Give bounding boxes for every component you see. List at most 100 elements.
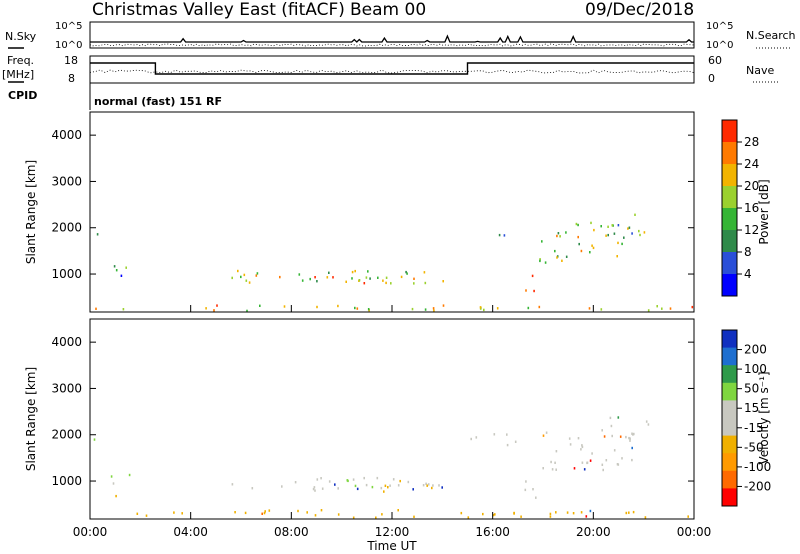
data-cell	[460, 511, 463, 515]
data-cell	[248, 281, 251, 284]
data-cell	[633, 432, 635, 436]
data-cell	[351, 270, 354, 274]
data-cell	[607, 225, 609, 228]
data-cell	[337, 513, 340, 516]
colorbar-cell	[722, 382, 737, 401]
data-cell	[263, 511, 266, 515]
data-cell	[431, 486, 433, 490]
freq-trace	[90, 62, 694, 75]
data-cell	[375, 516, 377, 519]
data-cell	[605, 234, 607, 237]
data-cell	[320, 477, 322, 480]
data-cell	[442, 304, 445, 307]
data-cell	[377, 276, 379, 279]
data-cell	[413, 515, 415, 518]
data-cell	[647, 309, 650, 312]
data-cell	[586, 461, 589, 464]
data-cell	[328, 480, 331, 483]
data-cell	[297, 509, 299, 513]
data-cell	[531, 274, 534, 278]
freq-tick-bottom: 8	[68, 72, 75, 85]
freq-tick-top: 18	[64, 54, 78, 67]
data-cell	[345, 280, 347, 283]
data-cell	[632, 510, 635, 514]
data-cell	[617, 241, 619, 245]
data-cell	[268, 509, 271, 512]
data-cell	[539, 259, 541, 263]
data-cell	[623, 236, 625, 239]
data-cell	[591, 452, 593, 455]
data-cell	[611, 434, 613, 438]
data-cell	[314, 514, 317, 517]
data-cell	[95, 307, 97, 310]
data-cell	[506, 443, 509, 447]
data-cell	[581, 444, 583, 447]
data-cell	[367, 308, 370, 311]
data-cell	[425, 482, 427, 485]
colorbar-tick-label: -15	[744, 421, 764, 435]
freq-label: Freq.	[7, 54, 34, 67]
data-cell	[591, 244, 593, 247]
colorbar-tick-label: 20	[744, 179, 759, 193]
data-cell	[527, 306, 530, 310]
data-cell	[301, 279, 304, 282]
x-tick-label: 20:00	[576, 525, 611, 539]
noise-tick-left-bottom: 10^0	[55, 40, 82, 51]
data-cell	[479, 306, 482, 309]
data-cell	[390, 282, 392, 285]
data-cell	[380, 486, 383, 490]
data-cell	[334, 483, 336, 486]
data-cell	[605, 459, 608, 462]
data-cell	[352, 478, 355, 481]
beam-title: Beam 00	[350, 0, 426, 20]
data-cell	[385, 281, 387, 285]
data-cell	[306, 511, 308, 514]
colorbar-cell	[722, 186, 737, 209]
data-cell	[213, 309, 215, 312]
data-cell	[611, 224, 614, 227]
y-tick-label: 1000	[51, 474, 82, 488]
colorbar-cell	[722, 252, 737, 275]
data-cell	[568, 437, 571, 440]
colorbar-cell	[722, 470, 737, 489]
colorbar-tick-label: 16	[744, 201, 759, 215]
data-cell	[251, 487, 254, 490]
velocity-colorbar-label: Velocity [m s⁻¹]	[757, 371, 771, 464]
data-cell	[371, 485, 374, 489]
freq-panel: Freq. [MHz] 18 8 60 0 Nave	[2, 54, 778, 85]
data-cell	[565, 255, 568, 258]
data-cell	[243, 273, 246, 277]
data-cell	[424, 281, 427, 285]
data-cell	[93, 438, 96, 441]
data-cell	[621, 457, 623, 460]
data-cell	[616, 255, 618, 258]
colorbar-tick-label: 12	[744, 223, 759, 237]
nave-trace	[89, 69, 695, 74]
data-cell	[256, 272, 259, 275]
data-cell	[313, 486, 316, 489]
colorbar-cell	[722, 418, 737, 437]
colorbar-tick-label: 8	[744, 245, 752, 259]
data-cell	[426, 484, 428, 487]
data-cell	[397, 509, 399, 512]
data-cell	[244, 511, 247, 515]
data-cell	[592, 246, 595, 250]
data-cell	[316, 280, 318, 283]
data-cell	[470, 437, 472, 441]
data-cell	[216, 304, 218, 307]
data-cell	[352, 516, 355, 519]
data-cell	[389, 484, 391, 487]
data-cell	[559, 235, 561, 238]
data-cell	[442, 280, 444, 283]
data-cell	[572, 512, 575, 515]
y-tick-label: 2000	[51, 428, 82, 442]
data-cell	[631, 446, 633, 450]
data-cell	[328, 271, 330, 274]
data-cell	[617, 416, 620, 419]
colorbar-cell	[722, 120, 737, 143]
data-cell	[397, 484, 400, 487]
data-cell	[441, 486, 443, 489]
colorbar-tick-label: 15	[744, 401, 759, 415]
data-cell	[120, 274, 123, 277]
